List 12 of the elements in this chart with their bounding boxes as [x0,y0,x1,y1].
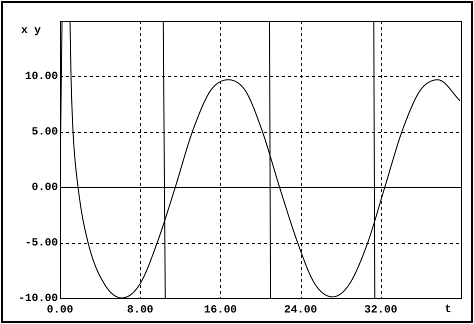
x-tick-label: 32.00 [364,304,398,316]
y-tick-label: 0.00 [32,182,58,194]
y-axis-title: x y [21,24,42,37]
y-tick-label: 10.00 [24,71,58,84]
y-tick-label: -10.00 [18,292,58,305]
x-tick-label: 24.00 [284,304,318,316]
y-tick-label: -5.00 [24,237,58,250]
x-tick-label: 0.00 [46,304,74,316]
y-tick-label: 5.00 [32,126,58,139]
x-tick-label: 16.00 [204,304,237,316]
x-axis-title: t [444,304,452,316]
x-tick-label: 8.00 [126,304,154,316]
